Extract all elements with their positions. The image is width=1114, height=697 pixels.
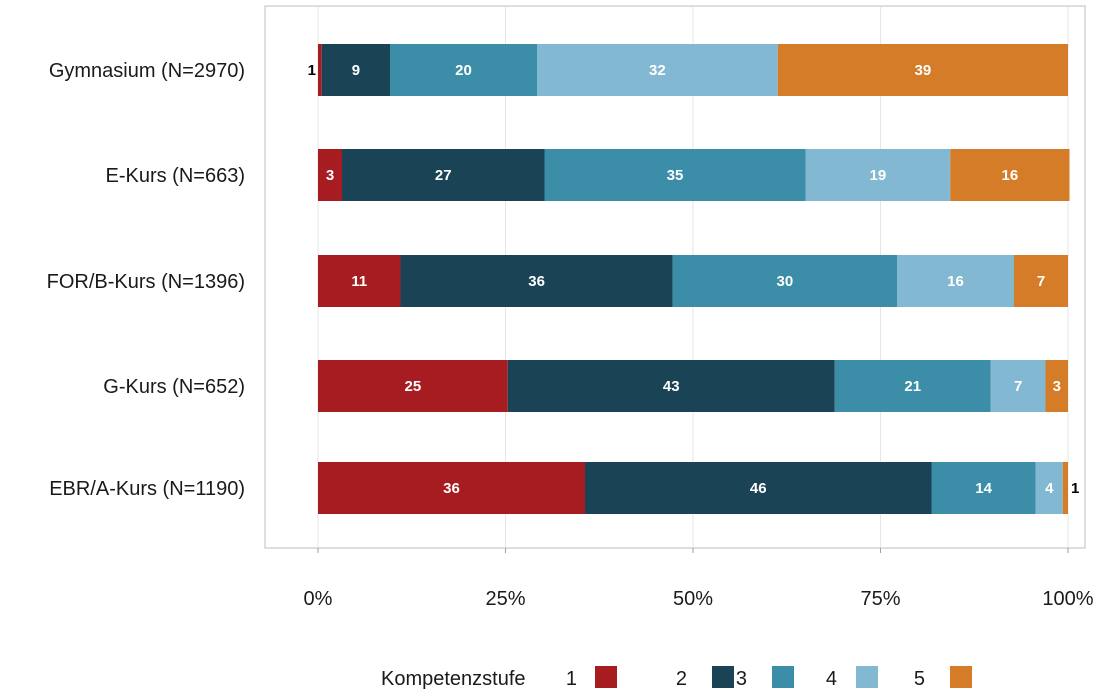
bar-segment [950,149,1070,201]
data-label: 1 [308,62,316,79]
category-label: FOR/B-Kurs (N=1396) [47,271,245,293]
legend-item-label: 2 [676,668,687,690]
data-label: 30 [777,273,794,290]
bar-segment [318,44,322,96]
bar-segment [672,255,897,307]
category-label: E-Kurs (N=663) [106,165,246,187]
data-label: 16 [947,273,964,290]
data-label: 36 [443,480,460,497]
bar-segment [507,360,835,412]
bar-segment [318,255,401,307]
data-label: 19 [870,167,887,184]
bar-segment [585,462,932,514]
bar-segment [834,360,991,412]
legend-swatch [950,666,972,688]
bar-segment [318,462,585,514]
tick-label: 50% [673,588,713,610]
bar-segment [777,44,1068,96]
bar-segment [321,44,390,96]
data-label: 4 [1045,480,1054,497]
bar-segment [990,360,1046,412]
category-label: EBR/A-Kurs (N=1190) [49,478,245,500]
category-labels: Gymnasium (N=2970) E-Kurs (N=663) FOR/B-Ku… [47,60,245,500]
category-label: G-Kurs (N=652) [103,376,245,398]
tick-label: 0% [304,588,333,610]
bar-segment [318,360,508,412]
bar-segment [897,255,1014,307]
data-label: 43 [663,378,680,395]
bar-segment [390,44,537,96]
bar-segment [342,149,545,201]
legend-item-label: 3 [736,668,747,690]
data-label: 9 [352,62,360,79]
data-label: 46 [750,480,767,497]
bar-segment [1035,462,1063,514]
legend-item-label: 5 [914,668,925,690]
legend-item-label: 1 [566,668,577,690]
bar-segment [931,462,1036,514]
legend-swatch [856,666,878,688]
legend-swatch [772,666,794,688]
legend-swatch [712,666,734,688]
tick-label: 25% [485,588,525,610]
data-label: 1 [1071,480,1079,497]
data-label: 27 [435,167,452,184]
x-axis-ticks: 0% 25% 50% 75% 100% [304,548,1094,610]
data-label: 39 [915,62,932,79]
data-label: 36 [528,273,545,290]
bar-segment [318,149,342,201]
bar-segment [1045,360,1068,412]
data-label: 7 [1037,273,1045,290]
data-label: 11 [351,273,367,290]
data-label: 16 [1002,167,1019,184]
category-label: Gymnasium (N=2970) [49,60,245,82]
data-label: 21 [904,378,921,395]
tick-label: 75% [860,588,900,610]
data-label: 3 [1053,378,1061,395]
data-label: 7 [1014,378,1022,395]
data-label: 32 [649,62,666,79]
legend: Kompetenzstufe 1 2 3 4 5 [381,666,972,690]
bar-segment [805,149,951,201]
bar-segment [1014,255,1068,307]
data-label: 25 [405,378,422,395]
bar-segment [1062,462,1068,514]
legend-swatch [595,666,617,688]
data-label: 14 [975,480,992,497]
data-label: 20 [455,62,472,79]
legend-item-label: 4 [826,668,837,690]
tick-label: 100% [1042,588,1093,610]
data-label: 3 [326,167,334,184]
legend-title: Kompetenzstufe [381,668,526,690]
data-label: 35 [667,167,684,184]
bar-segment [400,255,673,307]
bar-segment [544,149,806,201]
bar-segment [537,44,778,96]
